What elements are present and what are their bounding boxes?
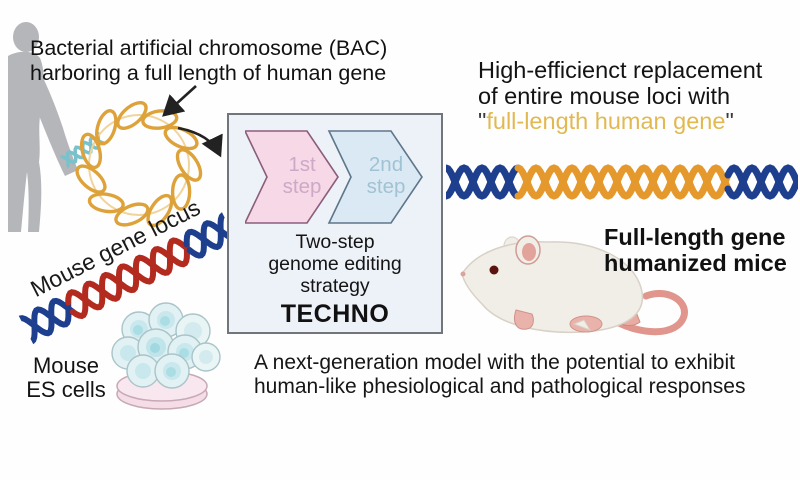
step2-arrow-icon xyxy=(327,130,423,224)
headline-highlight: full-length human gene xyxy=(486,108,726,134)
headline-line1: High-efficienct replacement xyxy=(478,57,763,83)
quote-open: " xyxy=(478,108,487,134)
bac-plasmid-icon xyxy=(75,101,203,228)
step1-arrow-icon xyxy=(245,130,339,224)
step1-label: 1st step xyxy=(282,153,322,198)
mouse-eye xyxy=(489,265,499,275)
brand-label: TECHNO xyxy=(280,300,390,328)
flow-arrows xyxy=(162,85,223,158)
workflow-caption: Two-step genome editing strategy xyxy=(268,231,402,297)
humanized-dna-helix-icon xyxy=(446,164,798,200)
headline-line3: "full-length human gene" xyxy=(478,108,762,135)
footnote: A next-generation model with the potenti… xyxy=(254,351,746,398)
headline: High-efficienct replacement of entire mo… xyxy=(478,57,763,135)
es-cells-icon xyxy=(111,302,221,410)
bac-pointer-arrow-icon xyxy=(162,85,197,117)
mouse-dna-helix-icon xyxy=(17,211,238,345)
step-chevrons xyxy=(245,130,423,224)
bac-label: Bacterial artificial chromosome (BAC) ha… xyxy=(30,36,388,85)
mouse-front-paw xyxy=(513,309,534,330)
bac-to-box-arrow-icon xyxy=(177,126,223,158)
mouse-tail xyxy=(602,290,688,336)
quote-close: " xyxy=(725,108,734,134)
headline-line2: of entire mouse loci with xyxy=(478,82,731,109)
result-label: Full-length gene humanized mice xyxy=(604,224,787,276)
es-cells-label: Mouse ES cells xyxy=(26,353,106,402)
workflow-box: 1st step 2nd step Two-step genome editin… xyxy=(227,113,443,334)
mouse-nose xyxy=(460,271,466,277)
mouse-icon xyxy=(460,235,688,336)
human-silhouette-icon xyxy=(8,22,78,233)
step2-label: 2nd step xyxy=(366,153,406,198)
